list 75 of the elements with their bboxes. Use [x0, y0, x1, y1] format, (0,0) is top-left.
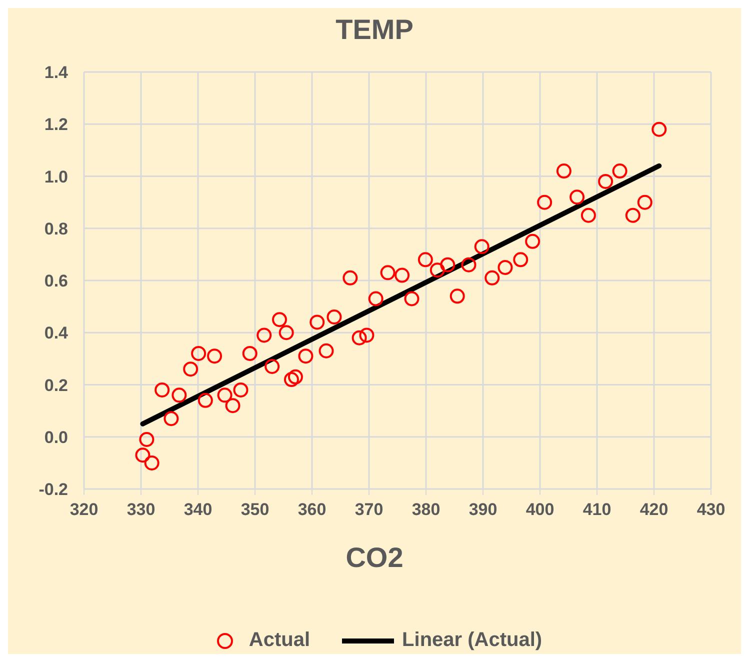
- point: [154, 382, 170, 398]
- point: [264, 359, 280, 374]
- point: [474, 239, 490, 254]
- y-tick-label: 0.0: [44, 428, 68, 447]
- point: [144, 455, 160, 470]
- point: [450, 288, 465, 304]
- point: [637, 194, 652, 210]
- point: [342, 270, 358, 286]
- point: [556, 164, 572, 179]
- point: [225, 398, 240, 414]
- y-tick-label: 0.4: [44, 324, 69, 343]
- y-tick-label: 1.0: [44, 167, 68, 186]
- y-tick-label: -0.2: [38, 480, 68, 500]
- point: [625, 208, 640, 223]
- point: [598, 174, 614, 189]
- point: [352, 330, 367, 346]
- point: [217, 388, 232, 403]
- point: [418, 252, 433, 268]
- point: [298, 348, 314, 364]
- point: [256, 328, 272, 343]
- x-tick-label: 330: [126, 500, 156, 520]
- point: [404, 291, 420, 306]
- point: [242, 346, 258, 361]
- point: [570, 190, 585, 205]
- point: [172, 388, 187, 403]
- y-tick-label: 0.2: [44, 376, 68, 395]
- x-axis-title: CO2: [344, 542, 404, 574]
- point: [233, 382, 248, 398]
- point: [310, 314, 325, 330]
- point: [198, 392, 213, 408]
- point: [207, 348, 222, 364]
- x-tick-label: 340: [184, 500, 212, 520]
- point: [484, 270, 500, 286]
- x-tick-label: 410: [582, 500, 612, 520]
- point: [394, 268, 410, 283]
- x-tick-label: 370: [354, 500, 384, 520]
- x-tick-label: 420: [640, 500, 668, 520]
- point: [461, 257, 476, 272]
- y-tick-label: 0.8: [44, 219, 68, 238]
- point: [537, 194, 552, 210]
- x-tick-label: 430: [696, 500, 726, 520]
- x-tick-label: 320: [70, 500, 98, 520]
- point: [652, 122, 667, 137]
- y-tick-label: 1.4: [44, 63, 69, 82]
- point: [580, 208, 596, 223]
- legend-label: Linear (Actual): [402, 629, 542, 652]
- point: [326, 309, 342, 324]
- point: [359, 328, 374, 343]
- point: [525, 234, 540, 249]
- x-tick-label: 350: [240, 500, 270, 520]
- point: [139, 432, 154, 447]
- point: [278, 325, 294, 340]
- y-tick-label: 0.6: [44, 272, 68, 291]
- legend-label: Actual: [248, 629, 310, 652]
- x-tick-label: 400: [526, 500, 554, 520]
- point: [368, 291, 384, 306]
- point: [440, 257, 456, 272]
- chart-title: TEMP: [334, 13, 414, 47]
- point: [513, 252, 528, 268]
- point: [164, 411, 179, 426]
- point: [430, 262, 445, 278]
- point: [183, 362, 198, 377]
- point: [318, 343, 334, 358]
- point: [498, 260, 513, 275]
- y-tick-label: 1.2: [44, 115, 68, 134]
- point: [284, 372, 299, 388]
- x-tick-label: 360: [298, 500, 326, 520]
- x-tick-label: 380: [412, 500, 440, 520]
- point: [612, 164, 628, 179]
- point: [272, 312, 288, 328]
- point: [135, 448, 150, 463]
- point: [191, 346, 206, 361]
- x-tick-label: 390: [468, 500, 498, 520]
- point: [288, 369, 303, 384]
- point: [380, 265, 396, 280]
